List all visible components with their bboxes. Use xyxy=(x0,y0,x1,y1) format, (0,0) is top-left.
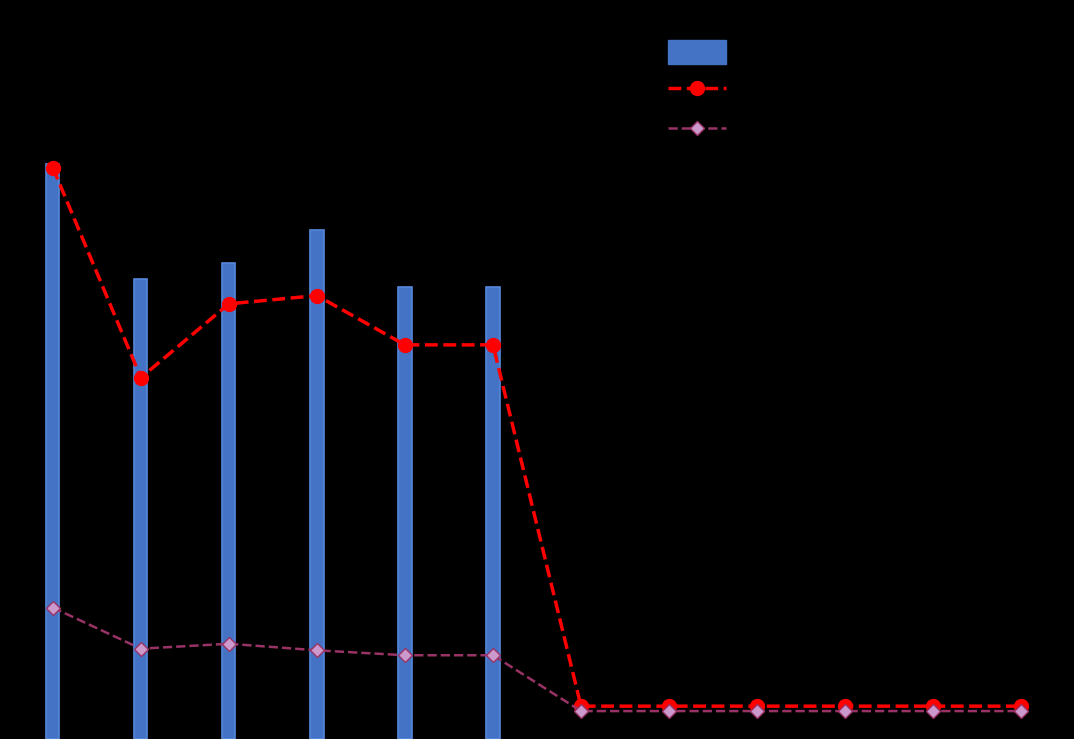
Bar xyxy=(310,230,323,739)
Bar xyxy=(222,263,235,739)
Legend:  ,  ,  : , , xyxy=(652,24,764,158)
Bar xyxy=(134,279,147,739)
Bar xyxy=(398,287,411,739)
Bar xyxy=(46,164,59,739)
Bar xyxy=(487,287,499,739)
